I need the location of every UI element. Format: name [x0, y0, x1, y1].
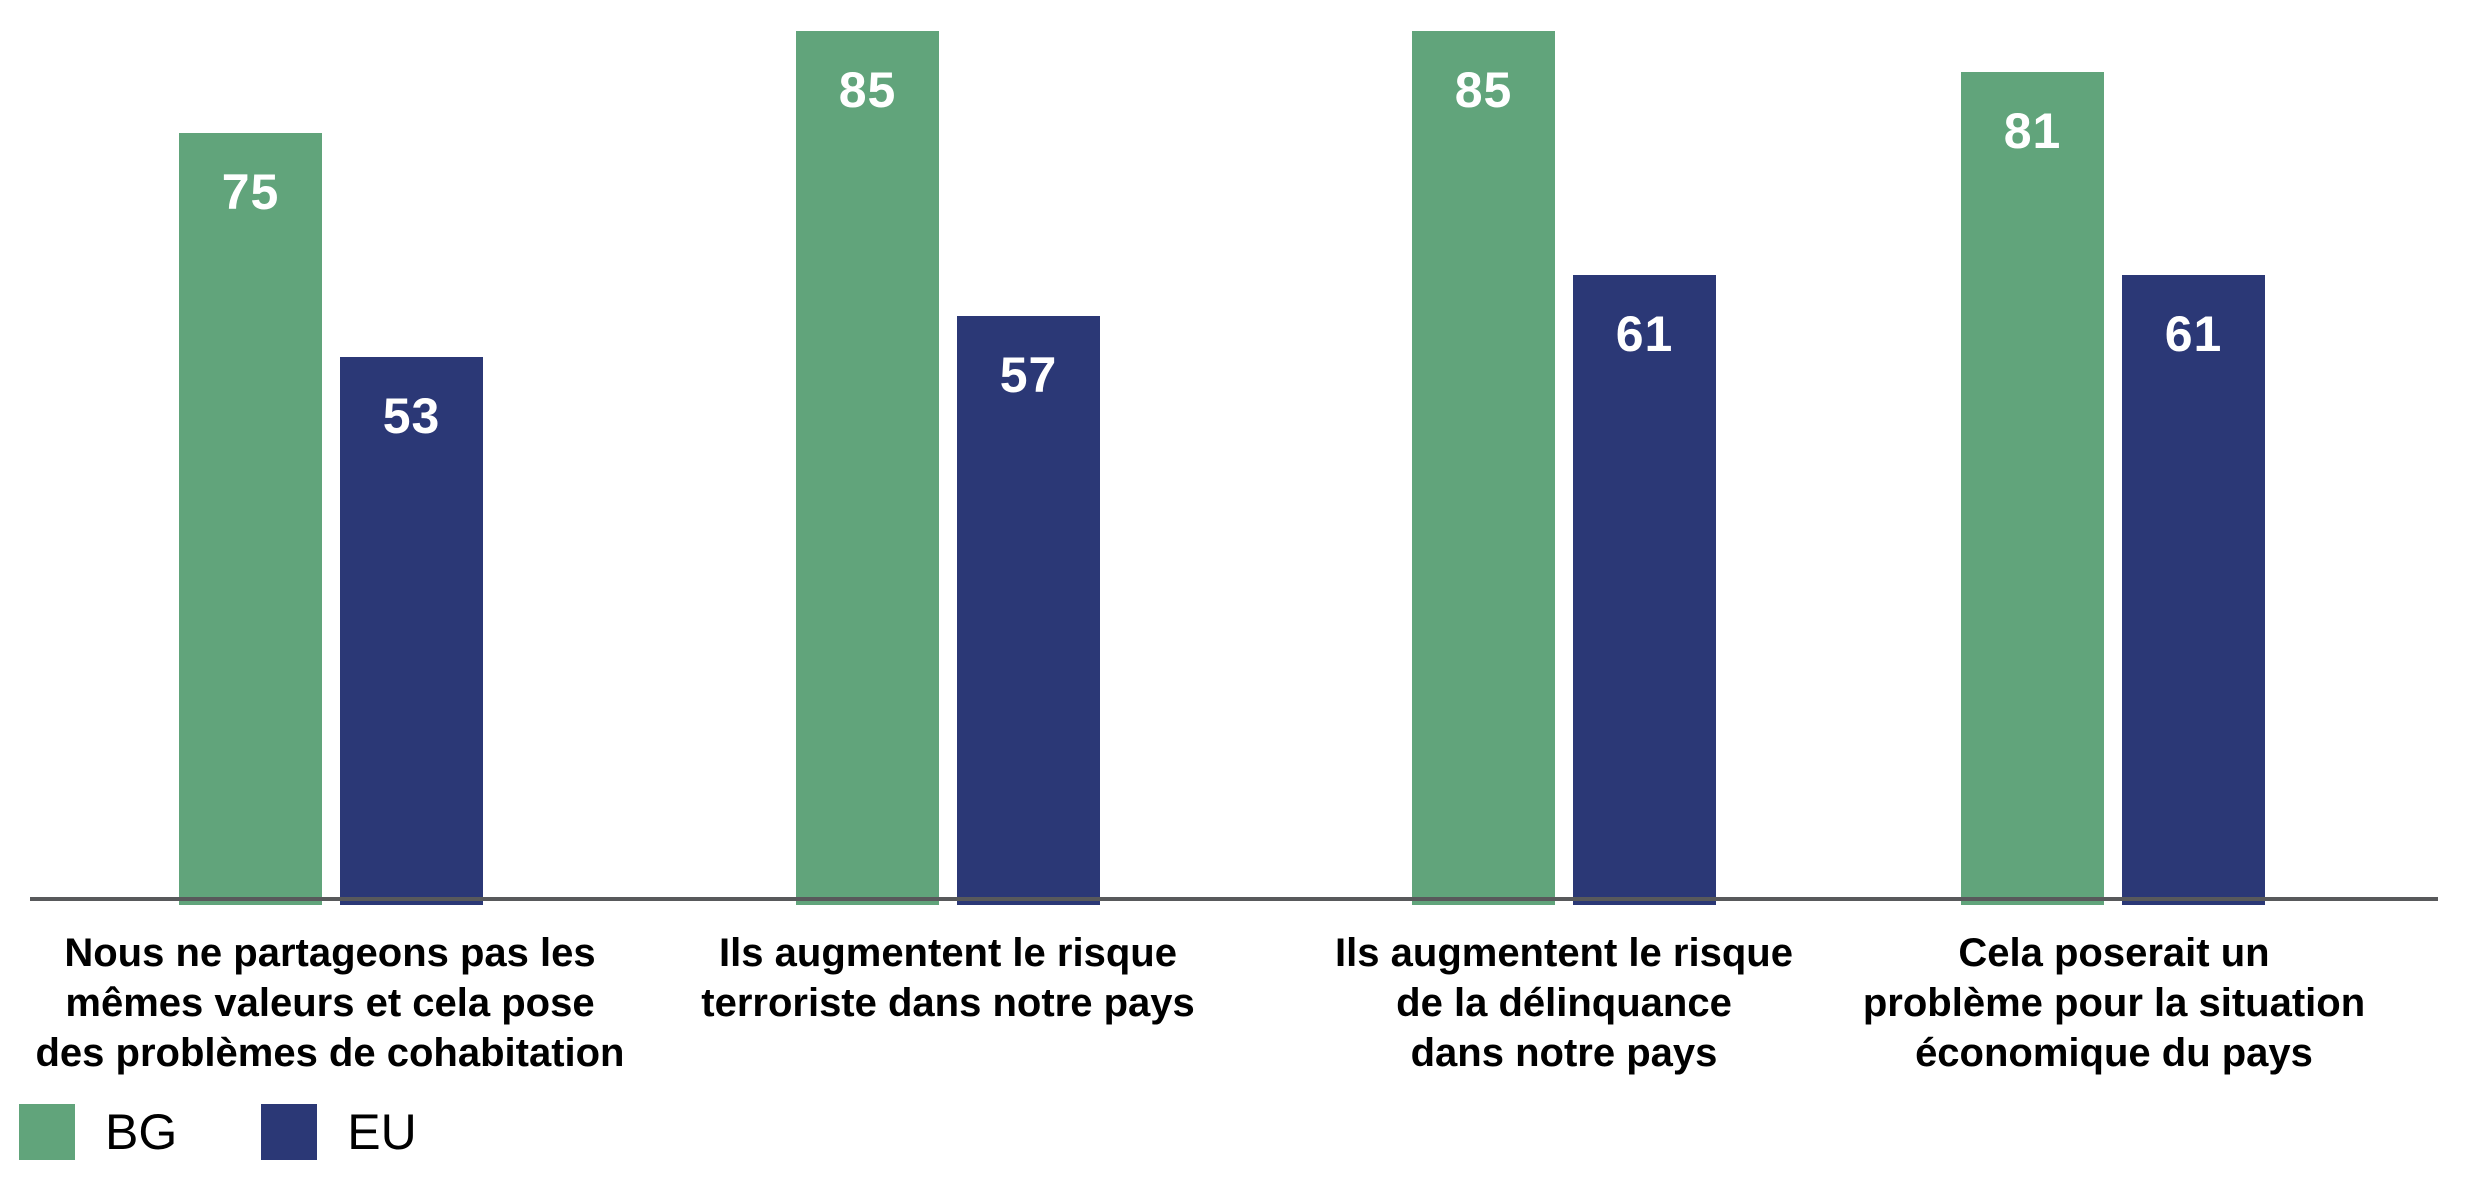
bar-value-label: 85	[1454, 62, 1513, 118]
legend: BG EU	[19, 1104, 417, 1160]
bar-value-label: 53	[382, 388, 441, 444]
bar-value-label: 85	[838, 62, 897, 118]
bar-eu-3: 61	[2122, 275, 2265, 905]
bar-bg-0: 75	[179, 133, 322, 905]
bar-value-label: 61	[2164, 306, 2223, 362]
bar-eu-0: 53	[340, 357, 483, 905]
bar-eu-2: 61	[1573, 275, 1716, 905]
category-label-0: Nous ne partageons pas les mêmes valeurs…	[35, 931, 625, 1075]
bar-bg-1: 85	[796, 31, 939, 905]
legend-swatch-eu	[261, 1104, 318, 1160]
bar-value-label: 81	[2003, 103, 2062, 159]
x-axis-line	[30, 897, 2438, 901]
bar-value-label: 57	[999, 347, 1058, 403]
legend-item-eu: EU	[261, 1104, 417, 1160]
category-label-3: Cela poserait un problème pour la situat…	[1862, 931, 2366, 1075]
legend-label-eu: EU	[347, 1104, 417, 1160]
category-label-2: Ils augmentent le risque de la délinquan…	[1335, 931, 1793, 1075]
bar-bg-2: 85	[1412, 31, 1555, 905]
bar-eu-1: 57	[957, 316, 1100, 905]
bar-bg-3: 81	[1961, 72, 2104, 905]
legend-item-bg: BG	[19, 1104, 177, 1160]
legend-swatch-bg	[19, 1104, 75, 1160]
legend-label-bg: BG	[105, 1104, 178, 1160]
bar-value-label: 75	[221, 164, 280, 220]
category-label-1: Ils augmentent le risque terroriste dans…	[701, 931, 1195, 1025]
bar-value-label: 61	[1615, 306, 1674, 362]
